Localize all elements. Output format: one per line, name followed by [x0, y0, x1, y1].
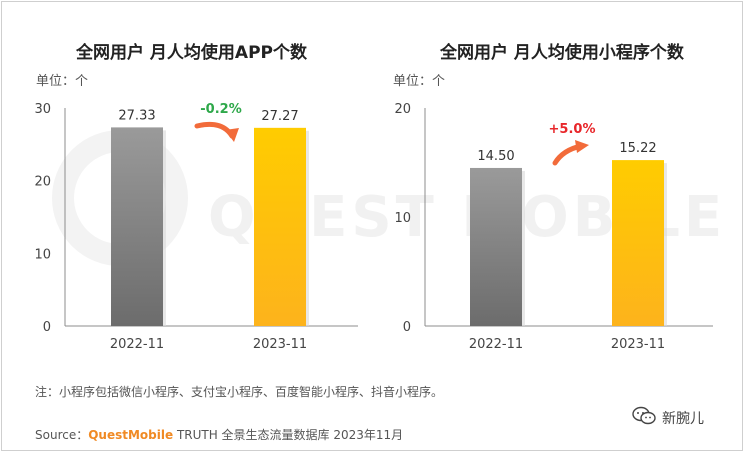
bar-miniprogram-2023-11: [612, 160, 664, 326]
unit-label-app: 单位：个: [36, 74, 89, 89]
data-label-miniprogram: 15.22: [619, 141, 656, 156]
bar-miniprogram-2022-11: [470, 167, 522, 326]
change-label-app: -0.2%: [200, 102, 241, 117]
unit-label-miniprogram: 单位：个: [393, 74, 446, 89]
data-label-miniprogram: 14.50: [477, 149, 514, 164]
change-arrowhead-app: [225, 128, 239, 142]
y-tick-label-miniprogram: 20: [394, 102, 411, 117]
y-tick-label-app: 10: [34, 247, 51, 262]
change-arrowhead-miniprogram: [575, 140, 589, 153]
wechat-icon: [632, 406, 656, 430]
account-name: 新腕儿: [662, 411, 704, 427]
account-logo: 新腕儿: [632, 406, 704, 430]
x-tick-label-miniprogram: 2022-11: [469, 337, 523, 352]
data-label-app: 27.27: [261, 109, 298, 124]
x-tick-label-app: 2022-11: [110, 337, 164, 352]
y-tick-label-miniprogram: 10: [394, 211, 411, 226]
source-suffix: TRUTH 全景生态流量数据库 2023年11月: [173, 428, 404, 442]
x-tick-label-app: 2023-11: [253, 337, 307, 352]
source-brand: QuestMobile: [88, 428, 174, 442]
change-label-miniprogram: +5.0%: [549, 122, 596, 137]
y-tick-label-app: 30: [34, 102, 51, 117]
footnote: 注：小程序包括微信小程序、支付宝小程序、百度智能小程序、抖音小程序。: [35, 385, 444, 399]
bar-app-2023-11: [254, 127, 306, 326]
chart-title-app: 全网用户 月人均使用APP个数: [76, 43, 307, 63]
source-line: Source：QuestMobile TRUTH 全景生态流量数据库 2023年…: [35, 426, 403, 443]
data-label-app: 27.33: [118, 108, 155, 123]
y-tick-label-miniprogram: 0: [403, 320, 411, 335]
x-tick-label-miniprogram: 2023-11: [611, 337, 665, 352]
bar-app-2022-11: [111, 127, 163, 326]
chart-title-miniprogram: 全网用户 月人均使用小程序个数: [440, 43, 684, 63]
source-prefix: Source：: [35, 428, 89, 442]
y-tick-label-app: 0: [43, 320, 51, 335]
y-tick-label-app: 20: [34, 175, 51, 190]
